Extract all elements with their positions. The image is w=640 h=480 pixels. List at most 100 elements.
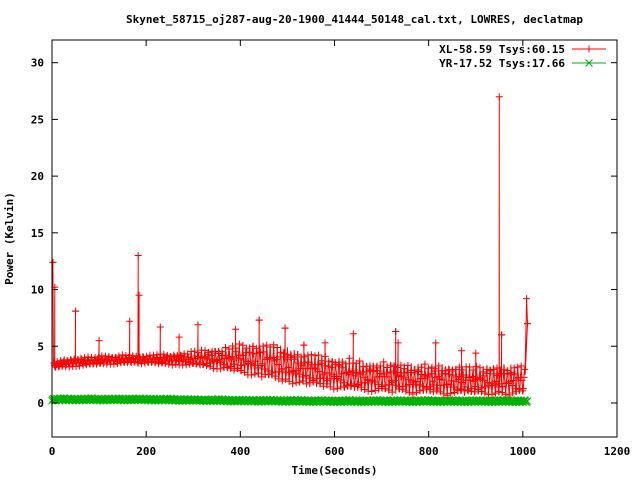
data-point: [405, 389, 413, 397]
series-line: [52, 96, 529, 397]
data-point: [363, 375, 371, 383]
data-point: [311, 352, 319, 360]
data-point: [381, 385, 389, 393]
spike-point: [300, 341, 308, 349]
data-point: [338, 358, 346, 366]
data-point: [333, 385, 341, 393]
data-point: [523, 397, 532, 405]
data-point: [427, 370, 435, 378]
data-point: [507, 371, 515, 379]
data-point: [399, 382, 407, 390]
data-point: [405, 376, 413, 384]
data-point: [488, 390, 496, 398]
data-point: [260, 348, 268, 356]
data-point: [445, 366, 453, 374]
data-point: [323, 380, 331, 388]
data-point: [386, 369, 394, 377]
data-point: [384, 373, 392, 381]
data-point: [319, 370, 327, 378]
y-tick-label: 25: [31, 113, 44, 126]
data-point: [264, 367, 272, 375]
data-point: [288, 367, 296, 375]
data-point: [390, 362, 398, 370]
data-point: [314, 351, 322, 359]
spike-point: [349, 330, 357, 338]
data-point: [505, 391, 513, 399]
data-point: [250, 350, 258, 358]
data-point: [475, 374, 483, 382]
data-point: [509, 389, 517, 397]
data-point: [366, 366, 374, 374]
data-point: [415, 381, 423, 389]
data-point: [259, 342, 267, 350]
data-point: [447, 389, 455, 397]
data-point: [472, 376, 480, 384]
data-point: [439, 376, 447, 384]
data-point: [316, 380, 324, 388]
data-point: [450, 383, 458, 391]
spike-point: [472, 349, 480, 357]
data-point: [252, 357, 260, 365]
data-point: [342, 360, 350, 368]
data-point: [271, 372, 279, 380]
data-point: [370, 368, 378, 376]
data-point: [187, 348, 195, 356]
data-point: [159, 354, 167, 362]
data-point: [479, 372, 487, 380]
data-point: [369, 362, 377, 370]
data-point: [305, 374, 313, 382]
data-point: [466, 363, 474, 371]
data-point: [191, 347, 199, 355]
data-point: [415, 367, 423, 375]
data-point: [519, 385, 527, 393]
data-point: [298, 373, 306, 381]
data-point: [201, 346, 209, 354]
data-point: [476, 364, 484, 372]
data-point: [390, 367, 398, 375]
data-point: [324, 362, 332, 370]
data-point: [422, 384, 430, 392]
data-point: [235, 340, 243, 348]
data-point: [466, 376, 474, 384]
data-point: [224, 353, 232, 361]
data-point: [321, 352, 329, 360]
data-point: [503, 370, 511, 378]
data-point: [400, 369, 408, 377]
data-point: [438, 370, 446, 378]
data-point: [258, 373, 266, 381]
data-point: [217, 356, 225, 364]
data-point: [278, 377, 286, 385]
data-point: [513, 375, 521, 383]
data-point: [212, 357, 220, 365]
data-point: [250, 361, 258, 369]
data-point: [495, 388, 503, 396]
data-point: [351, 372, 359, 380]
data-point: [303, 365, 311, 373]
x-tick-label: 400: [230, 445, 250, 458]
data-point: [373, 367, 381, 375]
data-point: [517, 362, 525, 370]
data-point: [225, 345, 233, 353]
data-point: [269, 354, 277, 362]
data-point: [340, 379, 348, 387]
spike-point: [232, 325, 240, 333]
data-point: [427, 383, 435, 391]
data-point: [416, 387, 424, 395]
data-point: [336, 376, 344, 384]
data-point: [492, 389, 500, 397]
data-point: [491, 381, 499, 389]
y-tick-label: 10: [31, 284, 44, 297]
data-point: [480, 376, 488, 384]
data-point: [400, 365, 408, 373]
data-point: [246, 348, 254, 356]
data-point: [230, 366, 238, 374]
legend-marker: [585, 59, 593, 67]
data-point: [218, 348, 226, 356]
data-point: [273, 344, 281, 352]
spike-point: [255, 316, 263, 324]
data-point: [426, 386, 434, 394]
data-point: [477, 387, 485, 395]
data-point: [238, 361, 246, 369]
